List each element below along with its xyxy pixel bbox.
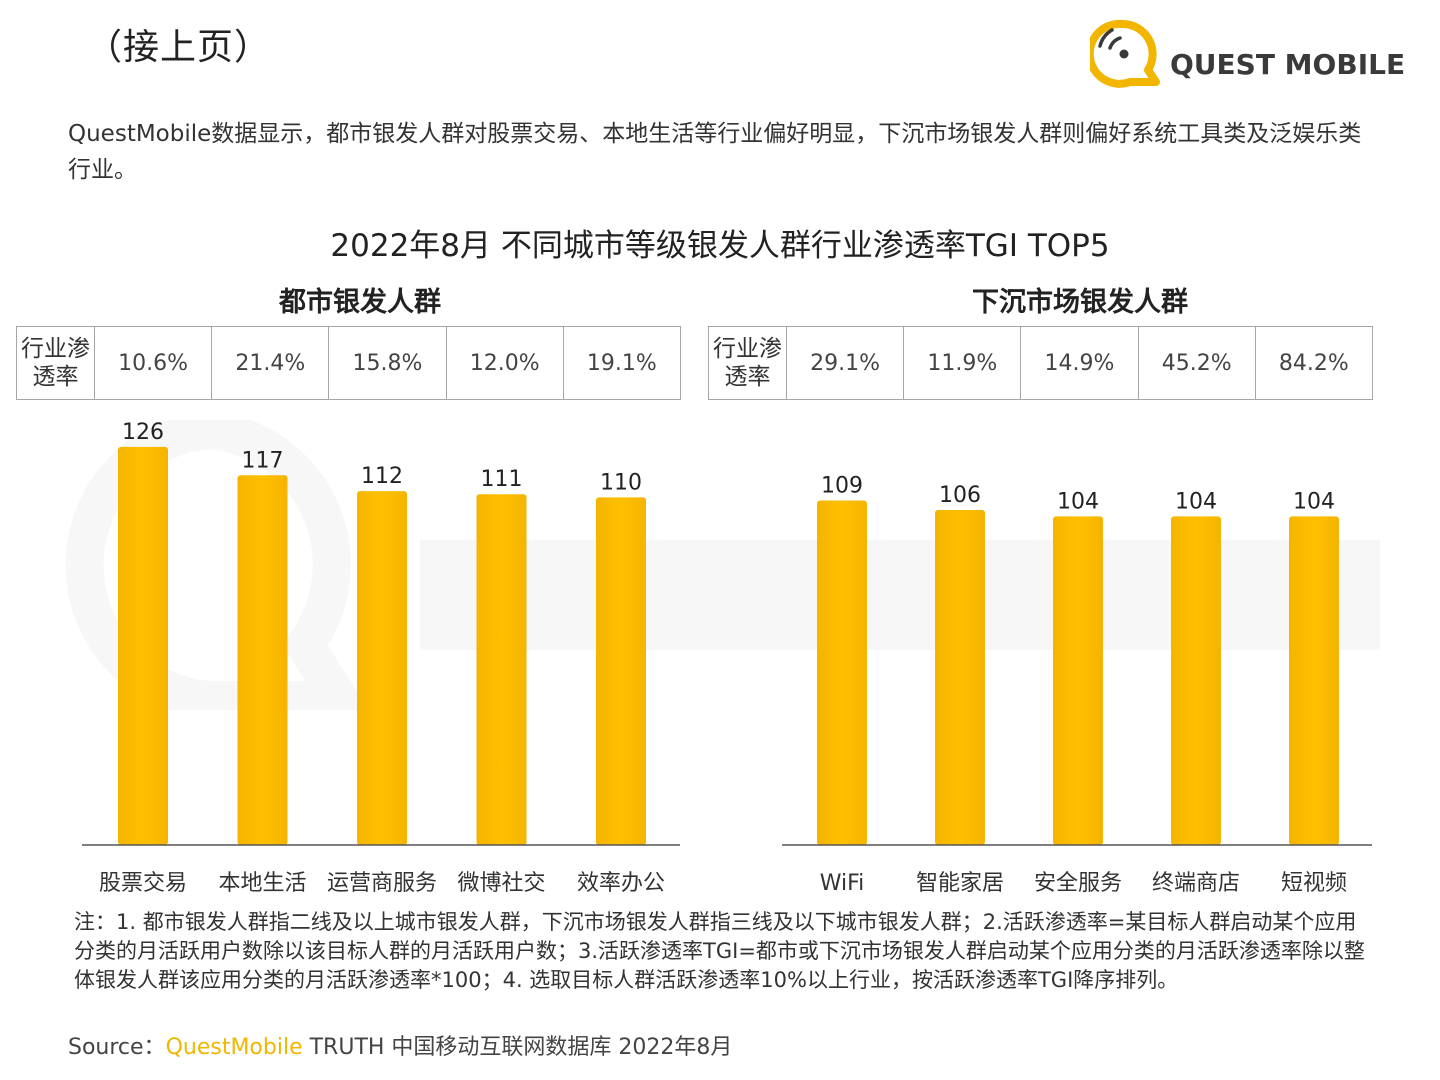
table-label-cell: 行业渗 透率 [16,326,95,400]
panel-title-urban: 都市银发人群 [279,287,441,318]
penetration-table-lowtier: 行业渗 透率 29.1% 11.9% 14.9% 45.2% 84.2% [708,326,1374,400]
category-label: WiFi [820,871,865,896]
penetration-cell: 84.2% [1254,326,1374,400]
bar-value-label: 112 [361,464,403,489]
bar [817,500,867,845]
source-brand: QuestMobile [165,1035,303,1060]
bar [596,497,646,845]
table-row: 行业渗 透率 29.1% 11.9% 14.9% 45.2% 84.2% [708,326,1374,400]
chart-title: 2022年8月 不同城市等级银发人群行业渗透率TGI TOP5 [330,228,1110,264]
category-label: 本地生活 [218,871,306,896]
penetration-cell: 11.9% [903,326,1022,400]
penetration-cell: 10.6% [93,326,213,400]
bar-value-label: 104 [1175,489,1217,514]
penetration-cell: 45.2% [1137,326,1256,400]
penetration-cell: 15.8% [328,326,447,400]
intro-paragraph: QuestMobile数据显示，都市银发人群对股票交易、本地生活等行业偏好明显，… [68,121,1362,183]
questmobile-logo: QUEST MOBILE [1090,18,1405,88]
category-label: 运营商服务 [327,871,437,896]
bar-value-label: 117 [242,448,284,473]
bar [1289,516,1339,845]
bar [237,475,288,845]
bar-value-label: 104 [1057,489,1099,514]
logo-text: QUEST MOBILE [1170,48,1406,81]
source-prefix: Source： [68,1035,166,1060]
bar-chart-urban: 126 股票交易 117 本地生活 112 运营商服务 111 微博社交 110 效率办公 [82,420,680,896]
bar-value-label: 126 [122,420,164,445]
footnotes: 注：1. 都市银发人群指二线及以上城市银发人群，下沉市场银发人群指三线及以下城市… [74,910,1365,992]
category-label: 效率办公 [577,871,665,896]
penetration-table-urban: 行业渗 透率 10.6% 21.4% 15.8% 12.0% 19.1% [16,326,682,400]
category-label: 智能家居 [916,871,1004,896]
panel-title-lowtier: 下沉市场银发人群 [972,287,1188,318]
bar-value-label: 111 [481,467,523,492]
table-label-cell: 行业渗 透率 [708,326,787,400]
bar-value-label: 109 [821,474,863,499]
penetration-cell: 12.0% [445,326,564,400]
penetration-cell: 14.9% [1020,326,1139,400]
category-label: 股票交易 [99,871,187,896]
penetration-cell: 29.1% [785,326,905,400]
bar [935,510,985,845]
bar-value-label: 110 [600,470,642,495]
penetration-cell: 21.4% [211,326,330,400]
category-label: 终端商店 [1152,871,1240,896]
bar-chart-lowtier: 109 WiFi 106 智能家居 104 安全服务 104 终端商店 104 短视频 [782,474,1372,896]
bar [357,491,407,845]
bar-value-label: 104 [1293,489,1335,514]
continued-heading: （接上页） [86,27,272,68]
category-label: 微博社交 [457,871,545,896]
bar [1053,516,1103,845]
bar [476,494,527,845]
penetration-cell: 19.1% [562,326,682,400]
bar [118,446,168,845]
category-label: 安全服务 [1034,871,1122,896]
bar [1171,516,1221,845]
source-line: Source：QuestMobile TRUTH 中国移动互联网数据库 2022… [68,1029,732,1061]
source-rest: TRUTH 中国移动互联网数据库 2022年8月 [302,1035,733,1060]
logo-mark-icon [1090,19,1160,88]
table-row: 行业渗 透率 10.6% 21.4% 15.8% 12.0% 19.1% [16,326,682,400]
bar-value-label: 106 [939,483,981,508]
category-label: 短视频 [1281,871,1347,896]
